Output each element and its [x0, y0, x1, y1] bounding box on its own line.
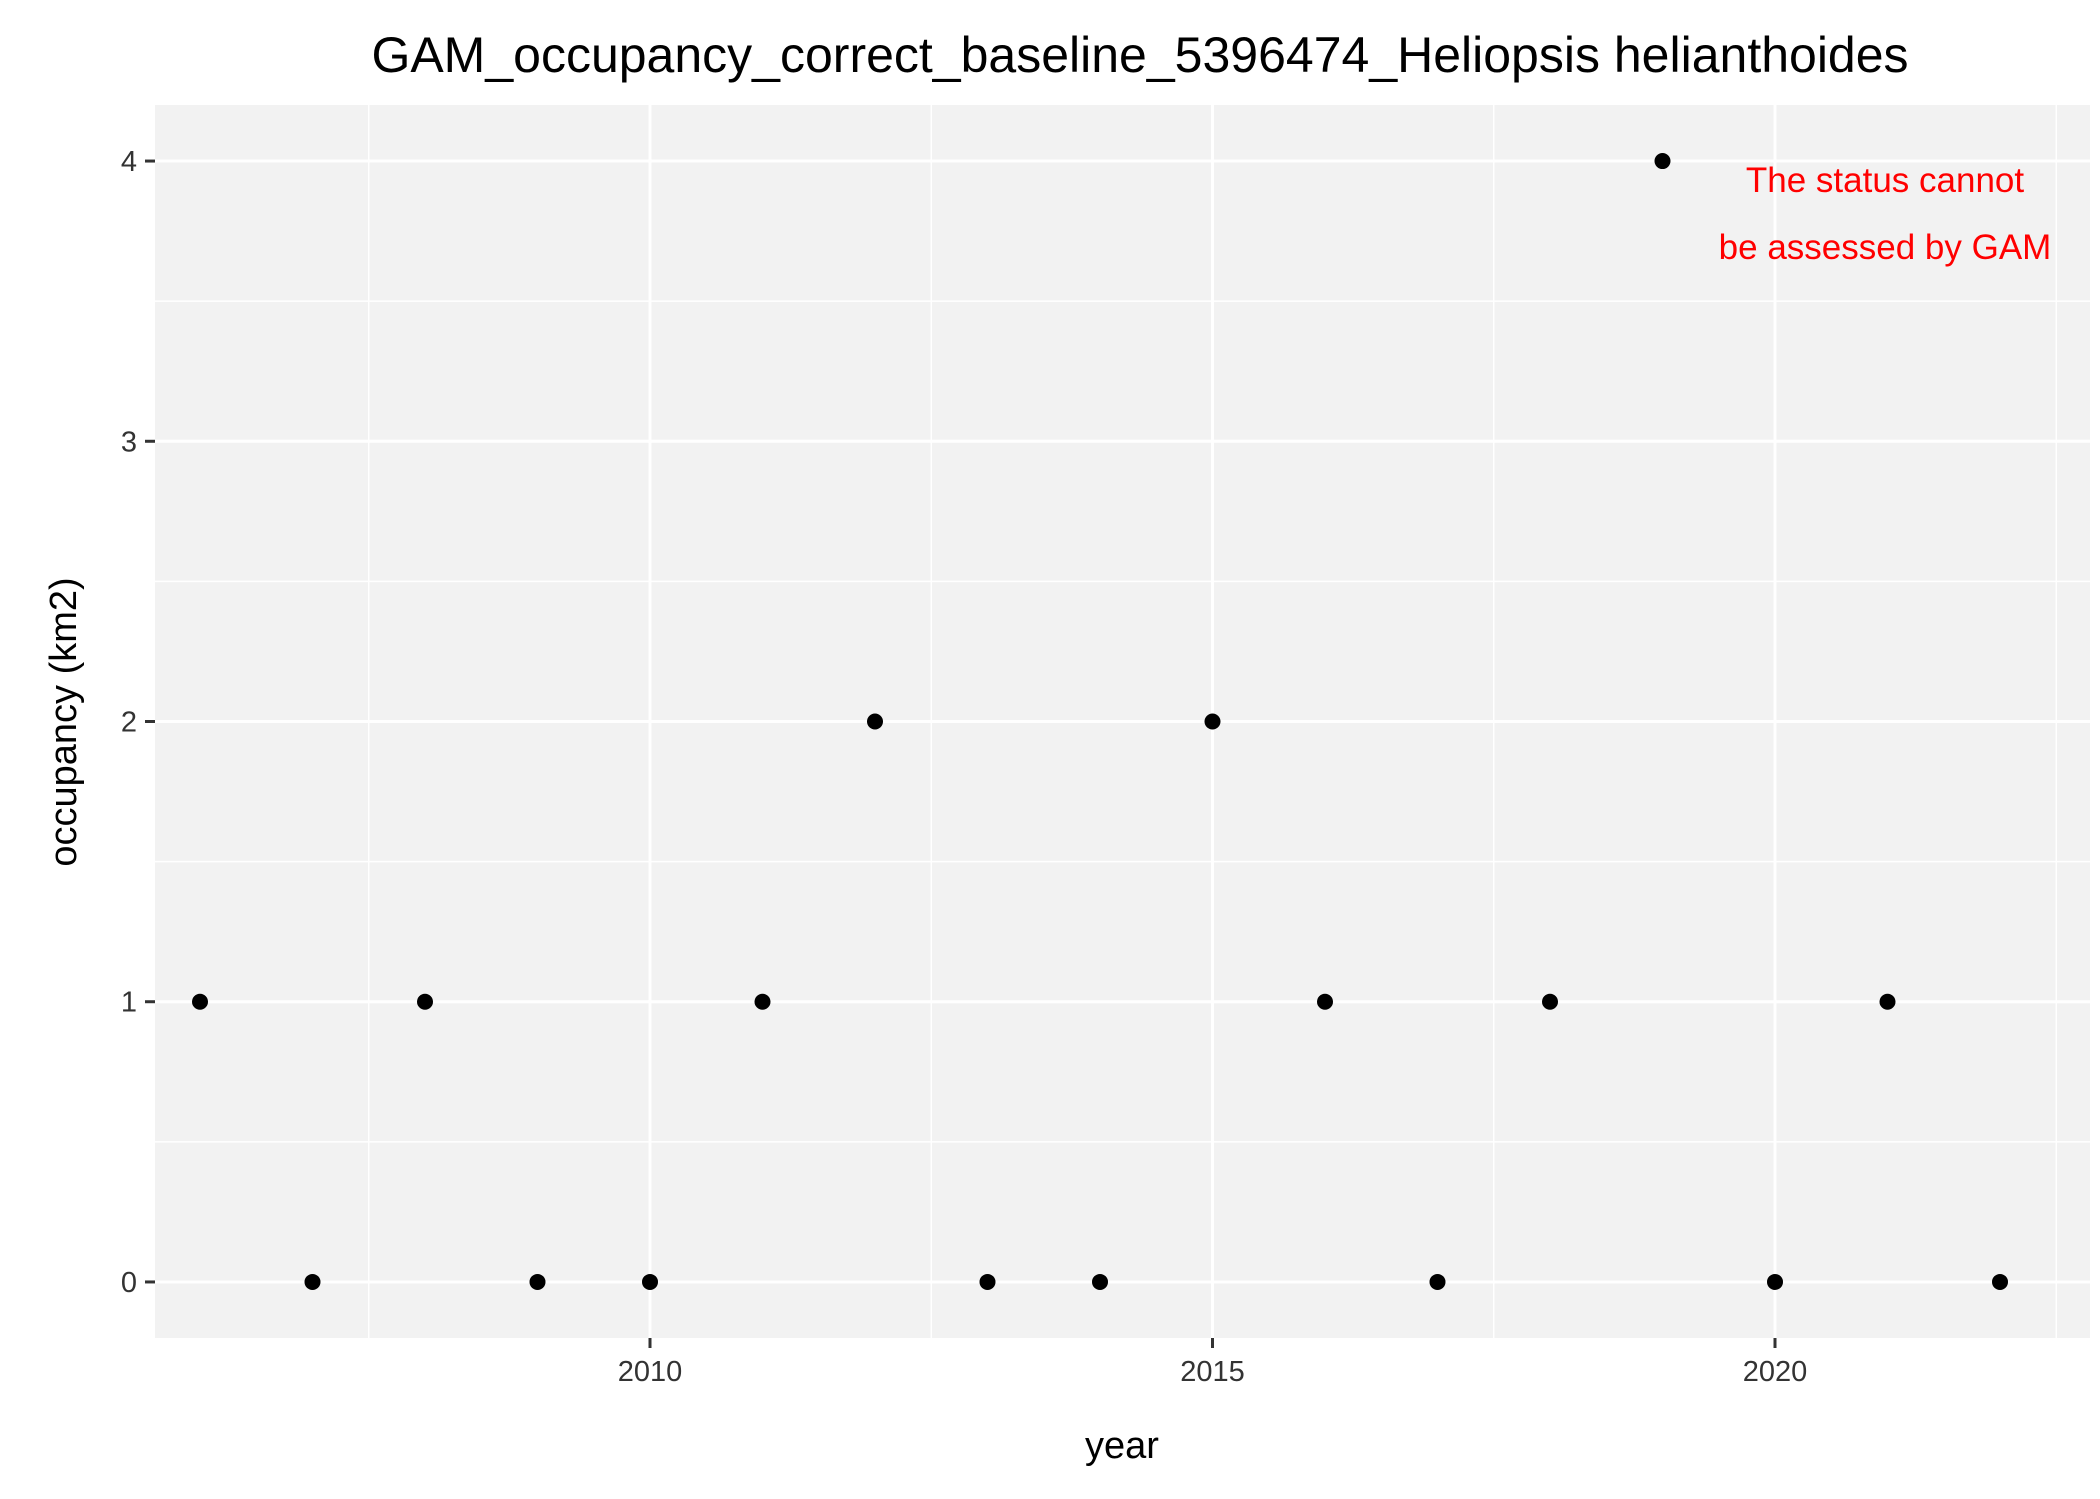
y-axis-ticks: 0 1 2 3 4	[121, 146, 155, 1299]
data-point	[1654, 153, 1671, 170]
x-axis-ticks: 2010 2015 2020	[618, 1338, 1808, 1388]
data-point	[979, 1273, 996, 1290]
x-tick-label: 2020	[1743, 1356, 1808, 1388]
y-axis-title: occupancy (km2)	[43, 577, 85, 866]
data-point	[754, 993, 771, 1010]
y-tick-label: 1	[121, 987, 137, 1019]
y-tick-label: 0	[121, 1267, 137, 1299]
annotation-line-1: The status cannot	[1746, 161, 2024, 200]
annotation-line-2: be assessed by GAM	[1719, 228, 2052, 267]
data-point	[1204, 713, 1221, 730]
chart-title: GAM_occupancy_correct_baseline_5396474_H…	[371, 27, 1908, 83]
y-tick-label: 4	[121, 146, 137, 178]
y-tick-label: 2	[121, 707, 137, 739]
data-points	[192, 153, 2008, 1290]
data-point	[867, 713, 883, 730]
data-point	[1317, 993, 1333, 1010]
status-annotation: The status cannot be assessed by GAM	[1719, 161, 2052, 267]
data-point	[529, 1273, 546, 1290]
data-point	[642, 1273, 658, 1290]
x-tick-label: 2010	[618, 1356, 683, 1388]
y-tick-label: 3	[121, 426, 137, 458]
data-point	[1992, 1273, 2008, 1290]
x-tick-label: 2015	[1180, 1356, 1245, 1388]
data-point	[304, 1273, 321, 1290]
x-axis-title: year	[1085, 1425, 1159, 1467]
data-point	[1429, 1273, 1446, 1290]
data-point	[417, 993, 433, 1010]
data-point	[1767, 1273, 1783, 1290]
data-point	[1542, 993, 1558, 1010]
data-point	[1092, 1273, 1108, 1290]
data-point	[1879, 993, 1896, 1010]
data-point	[192, 993, 208, 1010]
